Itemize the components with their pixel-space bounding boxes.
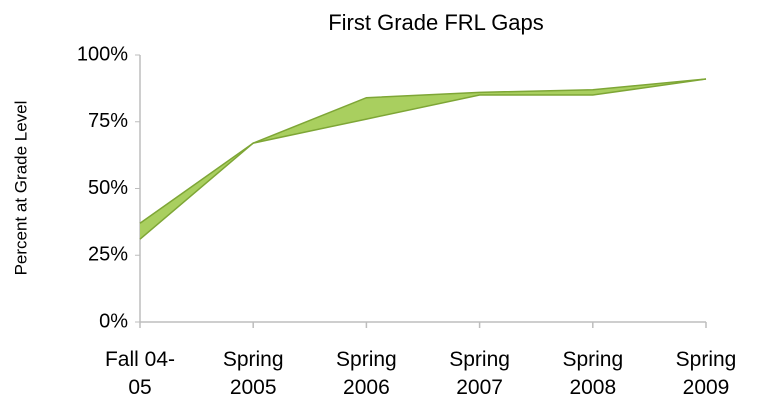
x-tick-label: Fall 04-05: [104, 348, 176, 399]
series-line: [139, 78, 707, 240]
y-tick-label: 75%: [88, 110, 128, 132]
x-tick-label: Spring 2007: [449, 348, 510, 399]
y-axis-label: Percent at Grade Level: [11, 101, 30, 276]
series-line: [139, 78, 707, 224]
y-tick-label: 25%: [88, 244, 128, 266]
y-tick-label: 0%: [99, 310, 128, 332]
chart-title: First Grade FRL Gaps: [328, 10, 544, 35]
y-tick-label: 100%: [77, 43, 128, 65]
x-tick-label: Spring 2006: [336, 348, 397, 399]
x-tick-label: Spring 2008: [562, 348, 624, 399]
x-tick-label: Spring 2009: [675, 348, 737, 399]
x-tick-label: Spring 2005: [222, 348, 284, 399]
gap-band: [140, 79, 706, 240]
y-tick-label: 50%: [88, 177, 128, 199]
